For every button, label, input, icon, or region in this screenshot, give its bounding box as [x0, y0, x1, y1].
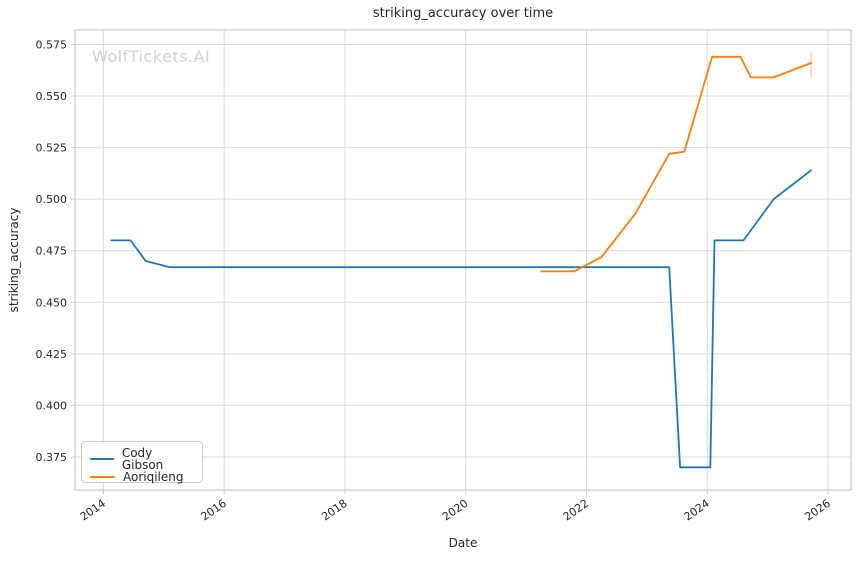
y-tick-label: 0.550 [36, 90, 68, 103]
x-axis-label: Date [448, 536, 478, 550]
watermark: WolfTickets.AI [92, 47, 211, 66]
legend-label: Cody Gibson [121, 446, 164, 472]
x-tick-label: 2016 [198, 497, 228, 524]
y-axis-label: striking_accuracy [7, 207, 21, 313]
y-tick-label: 0.525 [36, 142, 68, 155]
legend-line-swatch-orange [90, 475, 115, 479]
x-tick-label: 2018 [319, 497, 349, 524]
legend-line-swatch-blue [90, 457, 114, 461]
y-tick-label: 0.575 [36, 38, 68, 51]
legend-label: Aoriqileng [123, 470, 184, 484]
legend-item-aoriqileng: Aoriqileng [90, 471, 194, 483]
y-tick-label: 0.475 [36, 245, 68, 258]
plot-border [74, 29, 852, 491]
y-tick-label: 0.500 [36, 193, 68, 206]
series-line-aoriqileng [540, 55, 812, 273]
legend-item-cody-gibson: Cody Gibson [90, 447, 194, 471]
x-tick-label: 2020 [440, 497, 470, 524]
x-tick-label: 2022 [561, 497, 591, 524]
legend: Cody Gibson Aoriqileng [81, 441, 203, 483]
x-tick-label: 2026 [802, 497, 832, 524]
chart-title: striking_accuracy over time [372, 6, 554, 21]
y-tick-label: 0.375 [36, 451, 68, 464]
y-tick-label: 0.400 [36, 399, 68, 412]
x-tick-label: 2014 [78, 497, 108, 524]
y-tick-label: 0.425 [36, 348, 68, 361]
x-tick-label: 2024 [682, 497, 712, 524]
y-tick-label: 0.450 [36, 296, 68, 309]
series-line-cody-gibson [110, 169, 812, 469]
